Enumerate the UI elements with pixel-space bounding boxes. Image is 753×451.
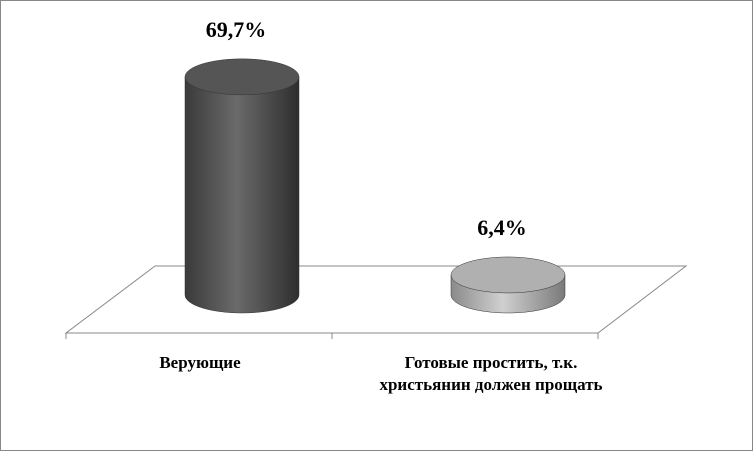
floor — [64, 265, 688, 334]
cylinder-top — [450, 256, 566, 294]
value-label: 69,7% — [206, 17, 267, 42]
cylinder-body — [184, 76, 300, 314]
category-label: Верующие — [159, 353, 241, 372]
value-label: 6,4% — [477, 215, 527, 240]
cylinder-top — [184, 58, 300, 96]
category-label: Готовые простить, т.к. христьянин должен… — [379, 353, 603, 394]
